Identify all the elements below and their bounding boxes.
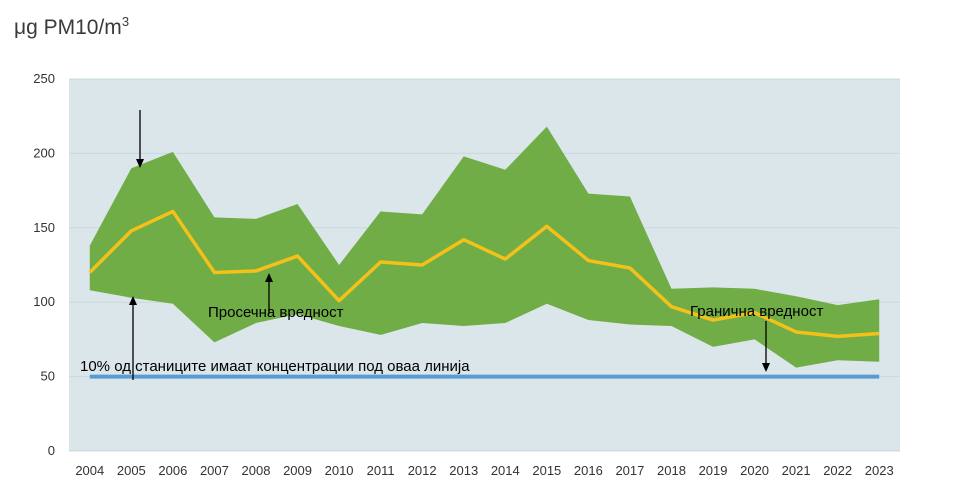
x-tick-label: 2004 [75, 463, 104, 478]
y-tick-label: 200 [33, 145, 55, 160]
x-tick-label: 2007 [200, 463, 229, 478]
x-tick-label: 2018 [657, 463, 686, 478]
x-tick-label: 2014 [491, 463, 520, 478]
x-tick-label: 2020 [740, 463, 769, 478]
limit-label: Гранична вредност [690, 303, 823, 320]
threshold-label: 10% од станиците имаат концентрации под … [80, 358, 470, 375]
y-tick-label: 150 [33, 220, 55, 235]
mean-line [88, 209, 880, 339]
mean-label: Просечна вредност [208, 304, 344, 321]
x-tick-label: 2013 [449, 463, 478, 478]
x-tick-label: 2008 [242, 463, 271, 478]
x-tick-label: 2005 [117, 463, 146, 478]
x-tick-label: 2019 [699, 463, 728, 478]
annotation-arrows [129, 110, 770, 380]
x-tick-label: 2015 [532, 463, 561, 478]
y-unit-label: μg PM10/m3 [14, 14, 130, 39]
x-tick-label: 2009 [283, 463, 312, 478]
x-tick-label: 2006 [158, 463, 187, 478]
x-tick-label: 2023 [865, 463, 894, 478]
x-tick-label: 2022 [823, 463, 852, 478]
x-tick-label: 2010 [325, 463, 354, 478]
y-tick-label: 250 [33, 71, 55, 86]
x-axis-ticks: 2004 2005 2006 2007 2008 2009 2010 2011 2012 2013… [75, 463, 893, 478]
y-tick-label: 50 [41, 369, 55, 384]
mean-arrow [265, 273, 273, 314]
x-tick-label: 2017 [615, 463, 644, 478]
lower-arrow [129, 296, 137, 380]
y-tick-label: 100 [33, 294, 55, 309]
x-tick-label: 2021 [782, 463, 811, 478]
y-axis-ticks: 0 50 100 150 200 250 [33, 71, 55, 458]
range-band [89, 126, 880, 368]
x-tick-label: 2016 [574, 463, 603, 478]
y-tick-label: 0 [48, 443, 55, 458]
x-tick-label: 2012 [408, 463, 437, 478]
limit-arrow [762, 321, 770, 372]
upper-arrow [136, 110, 144, 168]
x-tick-label: 2011 [367, 463, 395, 478]
